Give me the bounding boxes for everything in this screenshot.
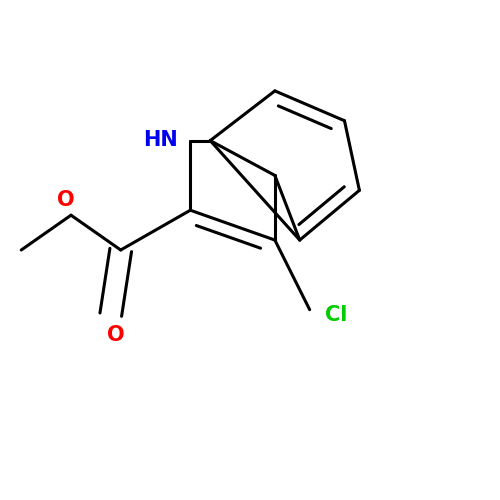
- Text: HN: HN: [143, 130, 178, 150]
- Text: Cl: Cl: [324, 304, 347, 324]
- Text: O: O: [57, 190, 75, 210]
- Text: O: O: [107, 324, 124, 344]
